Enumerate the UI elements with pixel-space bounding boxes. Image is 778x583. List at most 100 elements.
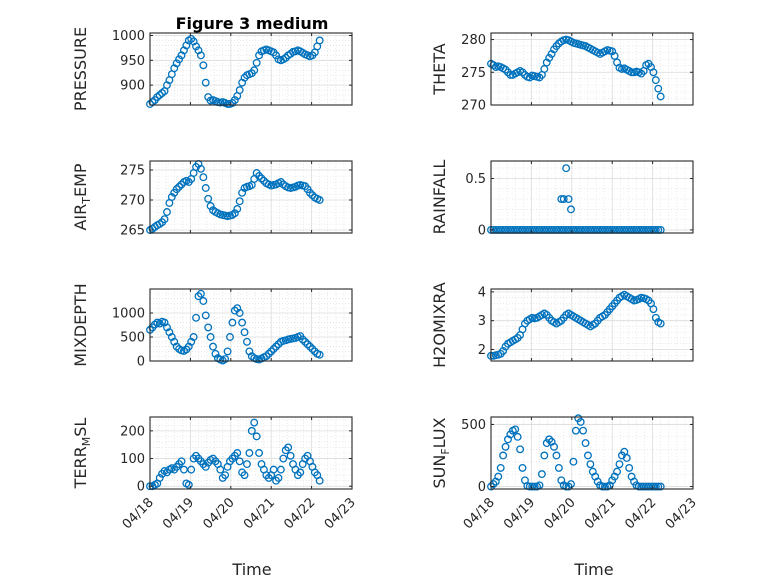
data-point <box>649 305 658 314</box>
data-point <box>211 349 220 358</box>
data-point <box>622 454 631 462</box>
data-point <box>233 205 242 213</box>
data-point <box>196 164 205 173</box>
y-tick-label: 200 <box>120 424 145 439</box>
markers-p6 <box>487 290 665 360</box>
data-point <box>235 86 244 95</box>
data-point <box>252 58 261 67</box>
markers-p7 <box>146 418 324 491</box>
data-point <box>233 449 242 457</box>
data-point <box>303 340 312 349</box>
data-point <box>586 460 595 469</box>
data-point <box>499 451 508 460</box>
data-point <box>567 480 575 488</box>
data-point <box>243 337 251 346</box>
data-point <box>274 473 283 482</box>
data-point <box>564 195 573 204</box>
y-tick-label: 0 <box>478 480 486 495</box>
data-point <box>654 482 663 491</box>
data-point <box>177 457 186 466</box>
data-point <box>252 432 261 441</box>
y-tick-label: 100 <box>120 452 145 467</box>
data-point <box>494 472 503 481</box>
data-point <box>306 188 314 197</box>
data-point <box>238 318 247 327</box>
data-point <box>608 47 617 56</box>
data-point <box>196 51 205 60</box>
axes-box <box>490 416 694 490</box>
data-point <box>547 50 556 58</box>
data-point <box>557 195 566 204</box>
data-point <box>269 345 278 353</box>
y-tick-label: 1000 <box>112 29 145 44</box>
axes-box <box>149 416 353 490</box>
subplot-p1: 900 950 1000 PRESSURE <box>71 27 353 111</box>
data-point <box>615 460 624 469</box>
data-point <box>269 465 278 474</box>
data-point <box>513 432 522 441</box>
data-point <box>255 449 264 457</box>
data-point <box>201 184 210 192</box>
data-point <box>187 35 196 43</box>
markers-p5 <box>146 289 324 365</box>
data-point <box>315 196 324 204</box>
data-point <box>250 418 259 427</box>
data-point <box>637 482 646 491</box>
data-point <box>172 342 181 351</box>
data-point <box>192 42 201 51</box>
data-point <box>301 337 310 346</box>
data-point <box>598 482 607 491</box>
data-point <box>610 51 619 60</box>
data-point <box>262 352 271 361</box>
y-axis-label: PRESSURE <box>71 27 90 111</box>
data-point <box>656 92 665 101</box>
y-tick-label: 280 <box>461 33 486 48</box>
data-point <box>559 195 568 204</box>
data-point <box>250 66 259 75</box>
subplot-p2: 270 275 280 THETA <box>430 32 694 114</box>
data-point <box>308 345 317 353</box>
data-point <box>489 480 498 488</box>
data-point <box>179 465 188 474</box>
data-point <box>613 467 621 476</box>
data-point <box>651 313 660 322</box>
data-point <box>537 470 546 479</box>
data-point <box>642 482 651 491</box>
data-point <box>296 468 305 477</box>
data-point <box>196 289 205 298</box>
y-axis-label: TERRMSL <box>71 418 93 490</box>
data-point <box>506 70 515 79</box>
data-point <box>656 319 665 328</box>
data-point <box>245 449 254 457</box>
data-point <box>206 202 215 210</box>
data-point <box>272 51 280 60</box>
data-point <box>163 208 171 216</box>
data-point <box>199 297 208 305</box>
markers-p2 <box>487 35 665 101</box>
data-point <box>172 185 181 194</box>
data-point <box>272 342 280 351</box>
data-point <box>209 342 217 351</box>
y-axis-label: RAINFALL <box>430 160 449 235</box>
data-point <box>496 463 505 472</box>
data-point <box>542 58 551 67</box>
x-axis-label-right: Time <box>573 560 613 579</box>
data-point <box>518 463 527 472</box>
data-point <box>184 480 193 489</box>
data-point <box>298 335 307 344</box>
data-point <box>175 182 184 191</box>
subplot-p6: 2 3 4 H2OMIXRA <box>430 282 694 368</box>
data-point <box>656 482 665 491</box>
data-point <box>276 465 285 474</box>
y-tick-label: 500 <box>120 331 145 346</box>
y-axis-label: H2OMIXRA <box>430 282 449 368</box>
data-point <box>649 68 658 77</box>
data-point <box>562 164 571 173</box>
data-point <box>201 78 210 87</box>
data-point <box>516 445 525 454</box>
y-tick-label: 500 <box>461 418 486 433</box>
data-point <box>264 349 273 358</box>
data-point <box>243 460 251 469</box>
y-tick-label: 275 <box>120 164 145 179</box>
